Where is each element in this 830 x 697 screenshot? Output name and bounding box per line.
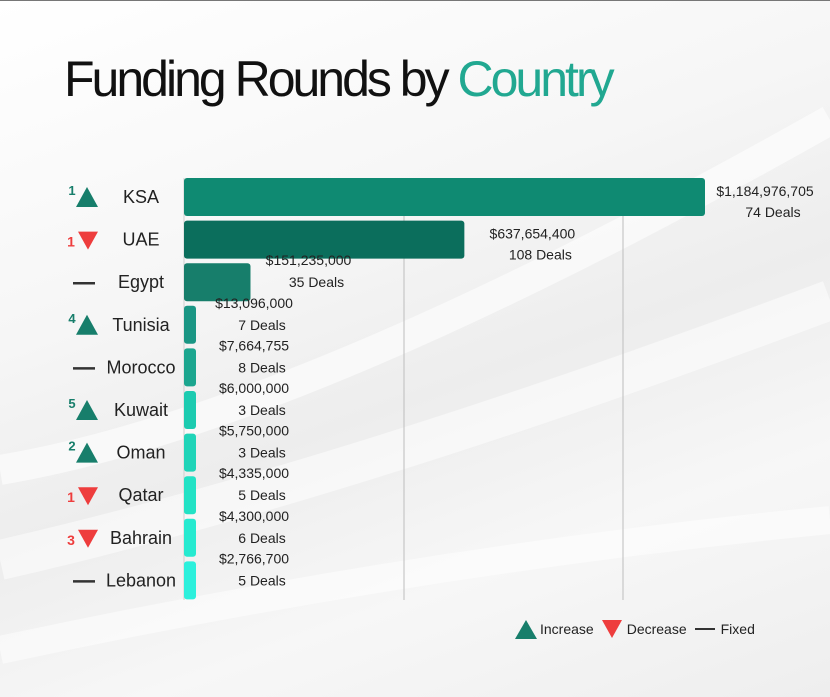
deals-label-uae: 108 Deals	[509, 247, 572, 263]
bar-bahrain	[184, 518, 196, 557]
legend-increase-label: Increase	[540, 621, 594, 637]
value-label-tunisia: $13,096,000	[215, 295, 293, 311]
value-label-oman: $5,750,000	[219, 423, 289, 439]
top-border	[0, 0, 830, 1]
deals-label-kuwait: 3 Deals	[238, 402, 285, 418]
deals-label-morocco: 8 Deals	[238, 359, 285, 375]
value-label-bahrain: $4,300,000	[219, 508, 289, 524]
increase-triangle-icon	[515, 619, 537, 639]
title-main: Funding Rounds by	[64, 51, 458, 107]
value-label-qatar: $4,335,000	[219, 465, 289, 481]
increase-triangle-icon	[76, 400, 98, 420]
title-accent: Country	[457, 51, 615, 107]
bar-ksa	[184, 178, 705, 216]
rank-change-kuwait: 5	[68, 396, 75, 411]
value-label-lebanon: $2,766,700	[219, 550, 289, 566]
country-label-morocco: Morocco	[106, 357, 175, 377]
deals-label-ksa: 74 Deals	[745, 204, 800, 220]
country-label-uae: UAE	[122, 230, 159, 250]
value-label-uae: $637,654,400	[490, 226, 576, 242]
rank-change-ksa: 1	[68, 183, 75, 198]
rank-change-oman: 2	[68, 439, 75, 454]
bar-qatar	[184, 476, 196, 515]
deals-label-lebanon: 5 Deals	[238, 572, 285, 588]
decrease-triangle-icon	[78, 529, 98, 548]
bar-kuwait	[184, 391, 196, 429]
bar-oman	[184, 433, 196, 472]
bar-lebanon	[184, 561, 196, 600]
increase-triangle-icon	[76, 314, 98, 335]
deals-label-egypt: 35 Deals	[289, 274, 344, 290]
country-label-tunisia: Tunisia	[112, 315, 170, 335]
decrease-triangle-icon	[78, 487, 98, 506]
deals-label-oman: 3 Deals	[238, 445, 285, 461]
country-label-egypt: Egypt	[118, 272, 164, 292]
value-label-kuwait: $6,000,000	[219, 380, 289, 396]
legend: Increase Decrease Fixed	[515, 617, 763, 641]
increase-triangle-icon	[76, 442, 98, 463]
page-title: Funding Rounds by Country	[64, 50, 615, 108]
deals-label-bahrain: 6 Deals	[238, 530, 285, 546]
bar-tunisia	[184, 305, 196, 344]
value-label-egypt: $151,235,000	[266, 252, 352, 268]
bar-uae	[184, 220, 465, 259]
legend-decrease: Decrease	[601, 620, 687, 638]
decrease-triangle-icon	[601, 620, 622, 638]
legend-decrease-label: Decrease	[626, 621, 687, 637]
country-label-kuwait: Kuwait	[114, 400, 168, 420]
legend-fixed-label: Fixed	[720, 621, 755, 637]
rank-change-qatar: 1	[67, 489, 75, 505]
rank-change-tunisia: 4	[68, 311, 76, 326]
legend-increase: Increase	[515, 619, 594, 639]
country-label-lebanon: Lebanon	[106, 570, 176, 590]
decrease-triangle-icon	[78, 231, 98, 250]
fixed-dash-icon	[694, 628, 715, 630]
deals-label-tunisia: 7 Deals	[238, 317, 285, 333]
rank-change-uae: 1	[67, 234, 75, 250]
rank-change-bahrain: 3	[67, 532, 75, 548]
bar-morocco	[184, 348, 196, 387]
country-label-oman: Oman	[116, 443, 165, 463]
legend-fixed: Fixed	[694, 621, 755, 637]
deals-label-qatar: 5 Deals	[238, 487, 285, 503]
value-label-morocco: $7,664,755	[219, 337, 289, 353]
bar-egypt	[184, 263, 251, 302]
country-label-qatar: Qatar	[118, 485, 163, 505]
value-label-ksa: $1,184,976,705	[716, 183, 814, 199]
increase-triangle-icon	[76, 187, 98, 207]
country-label-bahrain: Bahrain	[110, 528, 172, 548]
country-label-ksa: KSA	[123, 187, 159, 207]
